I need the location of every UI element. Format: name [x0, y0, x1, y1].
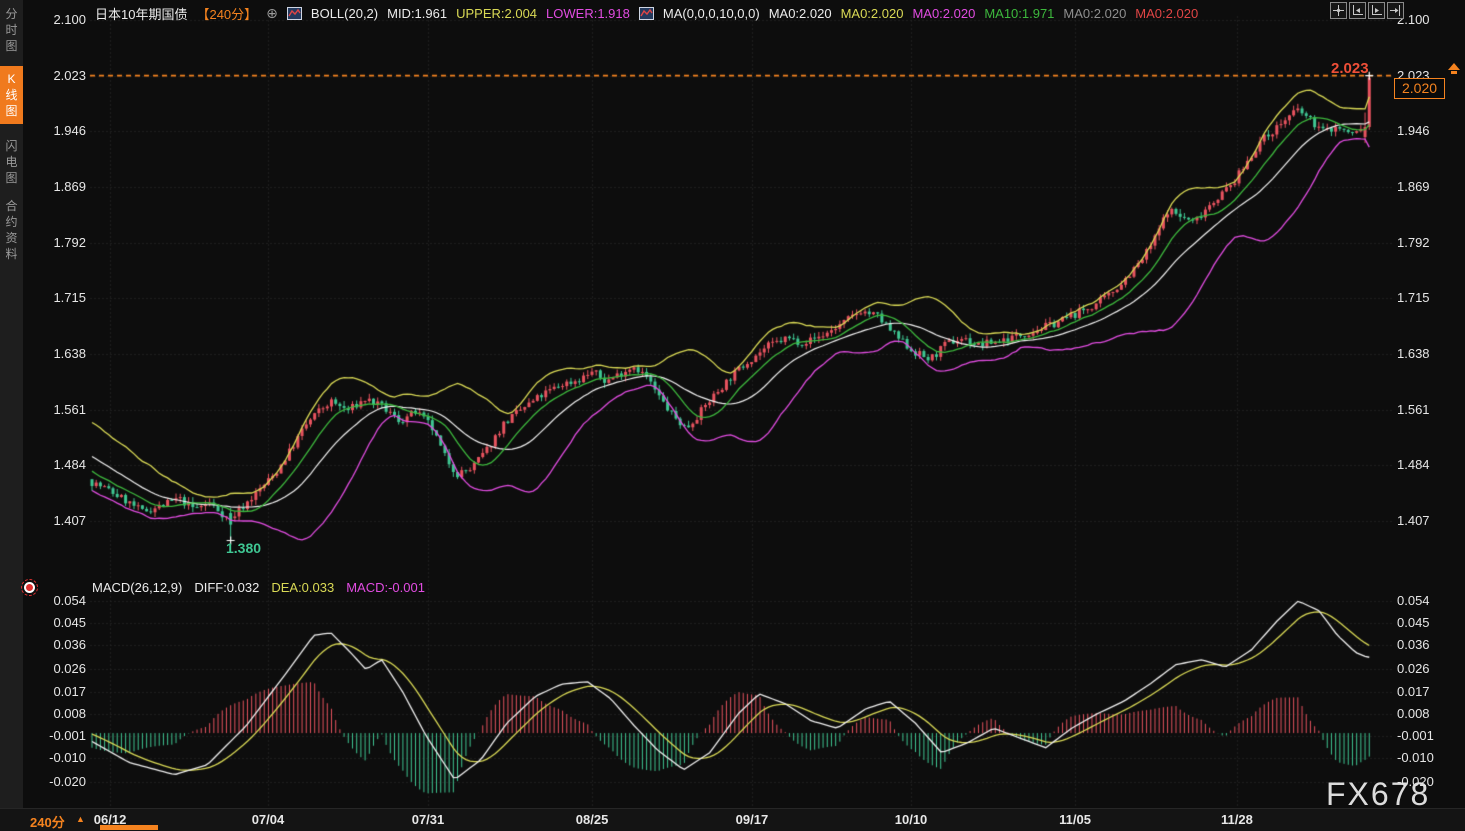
price-axis-left-7: 1.561 — [53, 401, 86, 417]
high-price-annotation: 2.023 — [1331, 60, 1369, 77]
period-dropdown-arrow-icon[interactable]: ▲ — [76, 814, 85, 824]
ma-value-2: MA0:2.020 — [912, 5, 976, 21]
ma-title: MA(0,0,0,10,0,0) — [662, 5, 760, 21]
sidebar-tab-2[interactable]: K 线 图 — [0, 66, 23, 124]
macd-axis-right-3: 0.026 — [1397, 661, 1430, 677]
macd-axis-left-6: -0.001 — [49, 727, 86, 743]
price-axis-right-3: 1.869 — [1397, 179, 1430, 194]
macd-axis-right-2: 0.036 — [1397, 637, 1430, 653]
macd-axis-left-0: 0.054 — [53, 593, 86, 608]
date-label-1: 07/04 — [251, 812, 285, 827]
macd-axis-left-3: 0.026 — [53, 661, 86, 677]
boll-title: BOLL(20,2) — [310, 5, 379, 21]
price-axis-right-6: 1.638 — [1397, 346, 1430, 361]
macd-axis-right-5: 0.008 — [1397, 705, 1430, 721]
macd-dea-value: DEA:0.033 — [271, 580, 335, 595]
add-compare-icon[interactable]: ⊕ — [266, 5, 278, 21]
macd-diff-value: DIFF:0.032 — [194, 580, 260, 595]
go-to-latest-icon[interactable] — [1387, 2, 1404, 19]
alert-dot-icon[interactable] — [21, 579, 38, 596]
sidebar: 分 时 图 K 线 图闪 电 图合 约 资 料 — [0, 0, 23, 808]
macd-hist-value: MACD:-0.001 — [346, 580, 425, 595]
price-alert-marker-icon[interactable] — [1447, 62, 1461, 81]
price-axis-left-2: 1.946 — [53, 123, 86, 139]
zoom-x-in-icon[interactable] — [1368, 2, 1385, 19]
zoom-x-out-icon[interactable] — [1349, 2, 1366, 19]
macd-axis-right-1: 0.045 — [1397, 615, 1430, 630]
price-axis-left-4: 1.792 — [53, 234, 86, 250]
ma-value-1: MA0:2.020 — [840, 5, 904, 21]
date-label-7: 11/28 — [1221, 812, 1253, 827]
macd-axis-left-1: 0.045 — [53, 615, 86, 630]
date-label-6: 11/05 — [1059, 812, 1091, 827]
ma-indicator-icon[interactable] — [638, 6, 654, 20]
price-axis-right-7: 1.561 — [1397, 401, 1430, 417]
boll-mid-value: MID:1.961 — [387, 5, 448, 21]
scrollbar-thumb[interactable] — [100, 825, 158, 830]
instrument-title: 日本10年期国债 — [95, 6, 188, 22]
low-price-annotation: 1.380 — [226, 540, 262, 556]
price-axis-left-5: 1.715 — [53, 290, 86, 306]
sidebar-tab-3[interactable]: 闪 电 图 — [5, 139, 18, 185]
price-axis-right-8: 1.484 — [1397, 457, 1430, 473]
price-axis-right-4: 1.792 — [1397, 234, 1430, 250]
price-axis-left-1: 2.023 — [53, 67, 86, 83]
ma-value-3: MA10:1.971 — [984, 5, 1055, 21]
watermark: FX678 — [1326, 776, 1431, 812]
date-label-0: 06/12 — [93, 812, 127, 827]
ma-value-4: MA0:2.020 — [1063, 5, 1127, 21]
ma-values: MA0:2.020 MA0:2.020 MA0:2.020 MA10:1.971 MA0… — [769, 6, 1198, 21]
ma-value-0: MA0:2.020 — [768, 5, 832, 21]
boll-lower-value: LOWER:1.918 — [546, 5, 630, 21]
sidebar-tab-4[interactable]: 合 约 资 料 — [5, 199, 18, 261]
period-tag[interactable]: 【240分】 — [196, 6, 258, 22]
price-axis-right-0: 2.100 — [1397, 12, 1430, 27]
macd-axis-left-5: 0.008 — [53, 705, 86, 721]
date-label-4: 09/17 — [735, 812, 769, 827]
date-label-5: 10/10 — [894, 812, 928, 827]
macd-title: MACD(26,12,9) — [92, 580, 183, 595]
chart-header: 日本10年期国债 【240分】 ⊕ BOLL(20,2) MID:1.961 U… — [95, 4, 1198, 22]
macd-axis-left-2: 0.036 — [53, 637, 86, 653]
chart-toolbar — [1330, 2, 1404, 19]
price-axis-left-9: 1.407 — [53, 513, 86, 528]
macd-axis-right-6: -0.001 — [1397, 727, 1434, 743]
price-axis-left-0: 2.100 — [53, 12, 86, 27]
period-selector[interactable]: 240分 — [30, 815, 65, 830]
boll-indicator-icon[interactable] — [286, 6, 302, 20]
price-axis-right-9: 1.407 — [1397, 513, 1430, 528]
macd-axis-right-0: 0.054 — [1397, 593, 1430, 608]
macd-axis-right-4: 0.017 — [1397, 683, 1430, 699]
macd-axis-right-7: -0.010 — [1397, 749, 1434, 765]
macd-axis-left-8: -0.020 — [49, 774, 86, 789]
macd-axis-left-4: 0.017 — [53, 683, 86, 699]
date-label-2: 07/31 — [411, 812, 445, 827]
boll-upper-value: UPPER:2.004 — [456, 5, 538, 21]
bottom-bar: 240分 ▲ 06/12 07/04 07/31 08/25 09/17 10/10 11/… — [0, 808, 1465, 831]
sidebar-tab-1[interactable]: 分 时 图 — [5, 7, 18, 53]
date-label-3: 08/25 — [575, 812, 609, 827]
price-axis-left-3: 1.869 — [53, 179, 86, 194]
price-axis-right-5: 1.715 — [1397, 290, 1430, 306]
ma-value-5: MA0:2.020 — [1135, 5, 1199, 21]
last-price-tag: 2.020 — [1394, 78, 1446, 99]
price-axis-left-6: 1.638 — [53, 346, 86, 361]
macd-axis-left-7: -0.010 — [49, 749, 86, 765]
pan-tool-icon[interactable] — [1330, 2, 1347, 19]
price-axis-left-8: 1.484 — [53, 457, 86, 473]
macd-header: MACD(26,12,9) DIFF:0.032 DEA:0.033 MACD:… — [92, 580, 425, 595]
macd-axis-right-8: -0.020 — [1397, 774, 1434, 789]
price-axis-right-2: 1.946 — [1397, 123, 1430, 139]
